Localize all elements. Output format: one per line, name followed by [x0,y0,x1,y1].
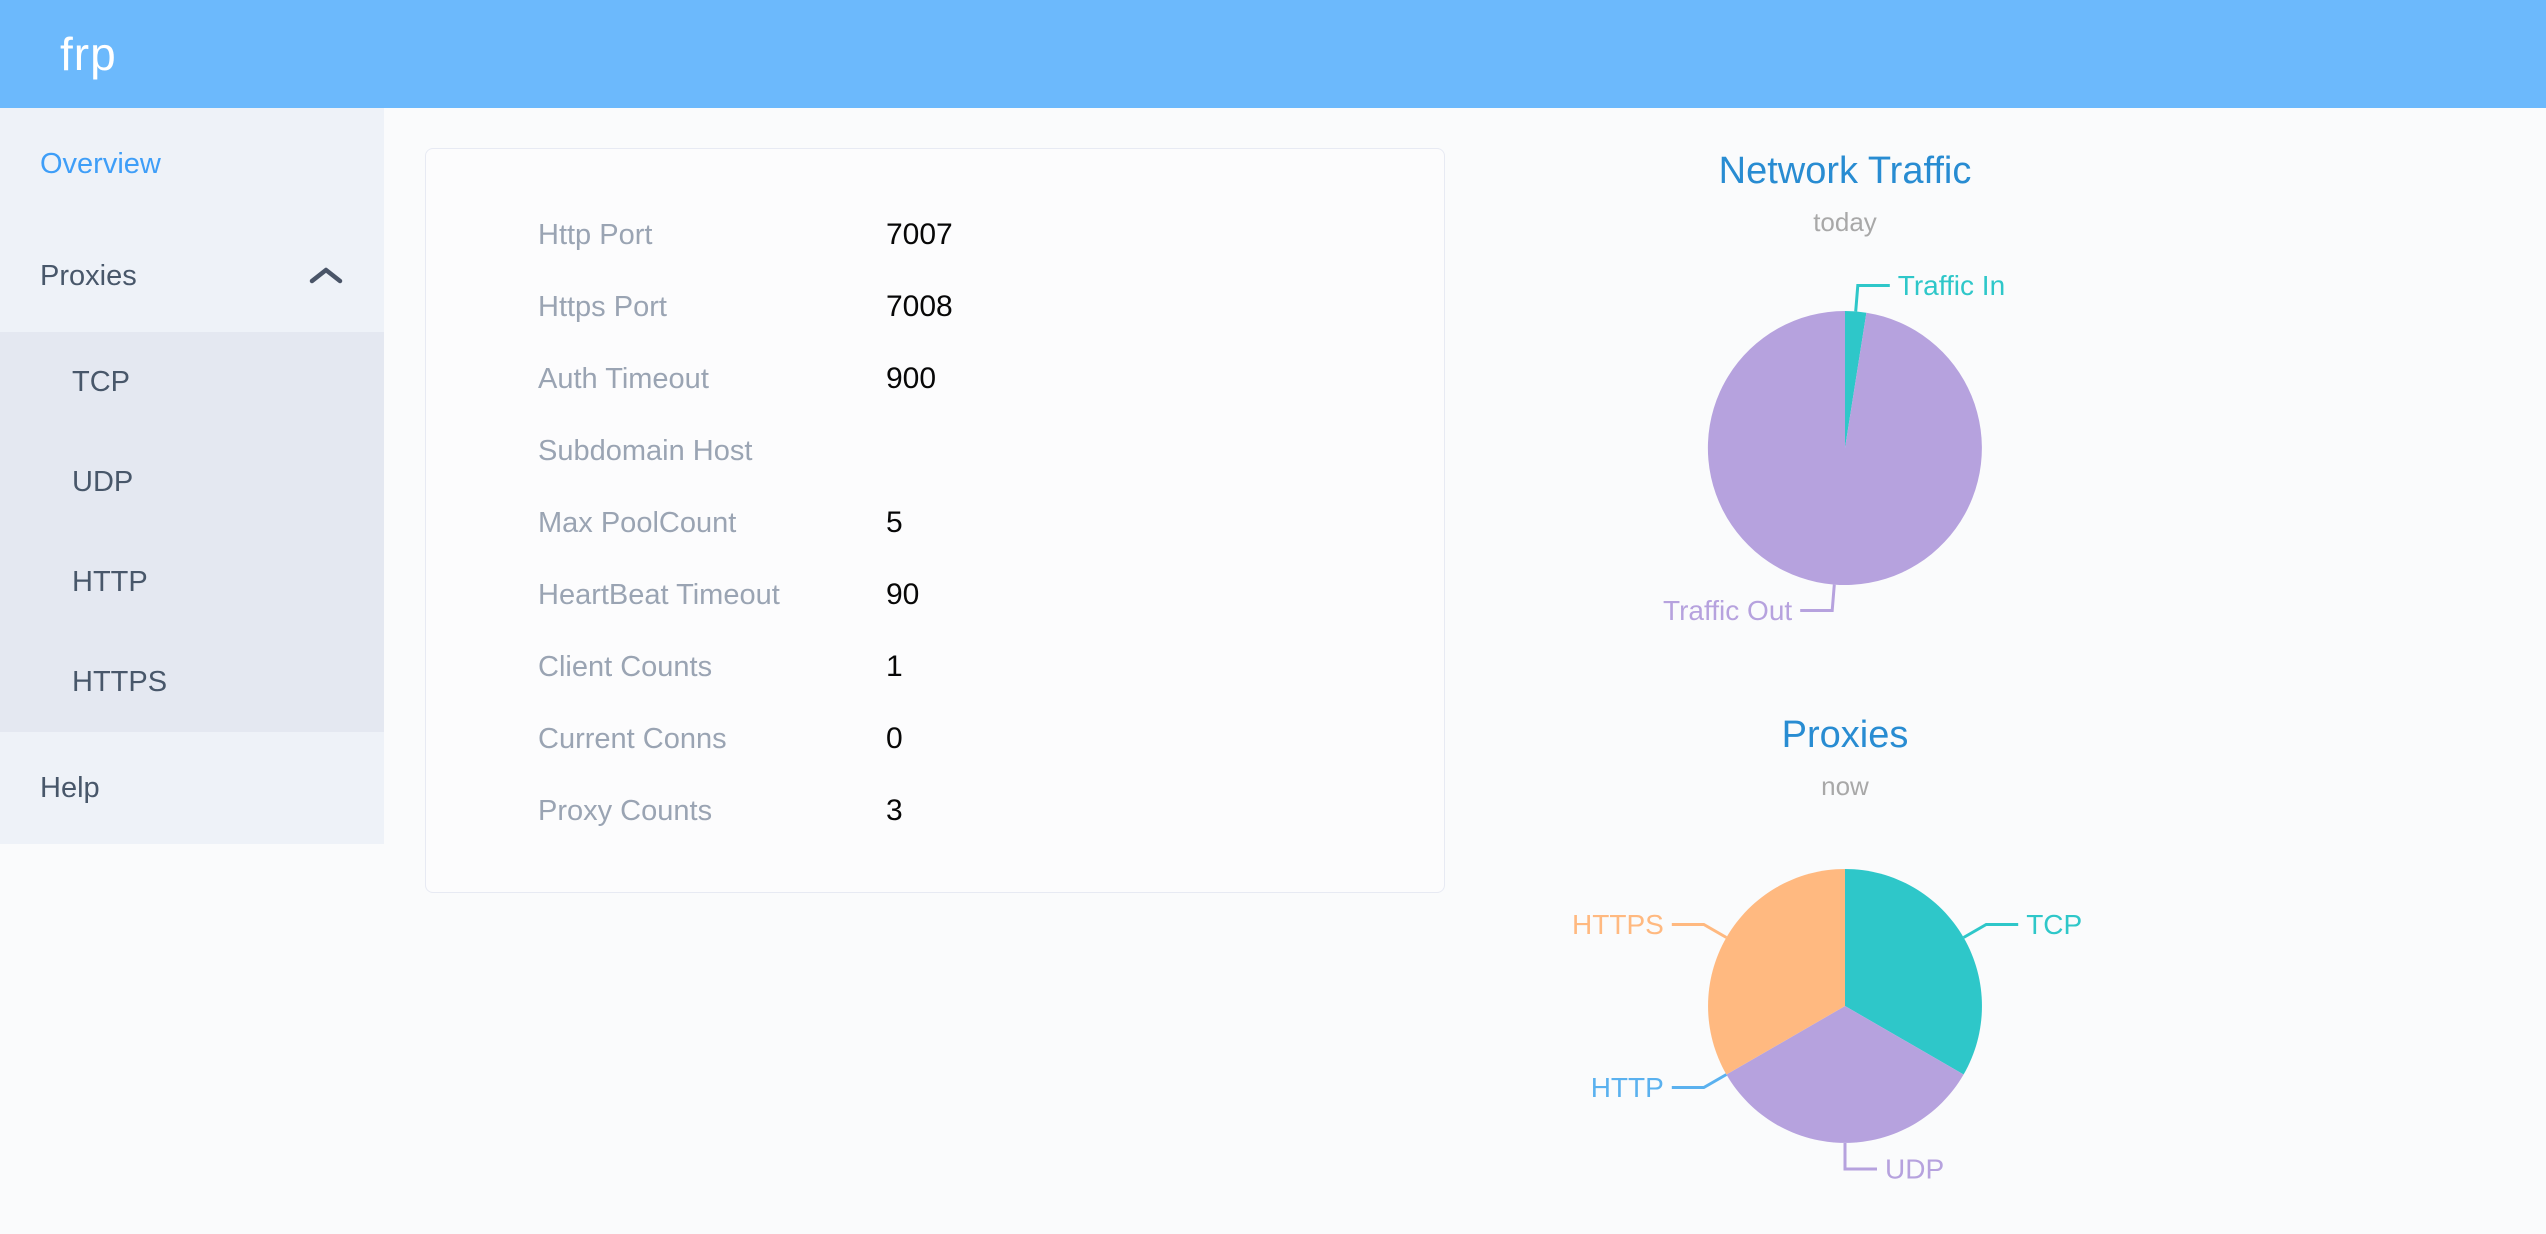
sidebar-item-https-label: HTTPS [72,665,168,698]
proxies-chart-title: Proxies [1781,714,1909,756]
sidebar-item-proxies-label: Proxies [40,259,137,292]
config-value: 7008 [886,290,953,323]
sidebar-item-overview-label: Overview [40,147,161,180]
sidebar-submenu-proxies: TCP UDP HTTP HTTPS [0,332,384,732]
config-value: 3 [886,794,903,827]
config-label: Http Port [538,218,653,251]
pie-label-tcp: TCP [2026,909,2082,940]
config-row-proxy-counts: Proxy Counts 3 [426,775,1444,847]
network-traffic-chart-subtitle: today [1813,207,1877,237]
sidebar-item-overview[interactable]: Overview [0,108,384,220]
config-row-heartbeat-timeout: HeartBeat Timeout 90 [426,559,1444,631]
sidebar-item-http-label: HTTP [72,565,148,598]
chevron-up-icon[interactable] [308,266,344,286]
proxies-chart-subtitle: now [1821,771,1869,801]
config-row-client-counts: Client Counts 1 [426,631,1444,703]
config-row-auth-timeout: Auth Timeout 900 [426,343,1444,415]
config-label: HeartBeat Timeout [538,578,780,611]
app-header: frp [0,0,2546,108]
pie-label-traffic-out: Traffic Out [1663,595,1792,626]
pie-slice-https[interactable] [1708,869,1845,1075]
pie-slice-traffic-in[interactable] [1845,311,1867,448]
sidebar: Overview Proxies TCP UDP HTTP HTTPS Help [0,108,384,844]
app-logo: frp [60,28,117,80]
config-label: Auth Timeout [538,362,709,395]
config-label: Current Conns [538,722,727,755]
sidebar-item-https[interactable]: HTTPS [0,632,384,732]
config-value: 7007 [886,218,953,251]
pie-label-traffic-in: Traffic In [1898,270,2005,301]
config-label: Proxy Counts [538,794,713,827]
network-traffic-pie-chart: Traffic In Traffic Out [1663,270,2005,626]
sidebar-item-udp-label: UDP [72,465,134,498]
config-value: 1 [886,650,903,683]
pie-label-line-traffic-out [1800,584,1836,612]
config-label: Client Counts [538,650,713,683]
config-row-subdomain-host: Subdomain Host [426,415,1444,487]
config-value: 900 [886,362,937,395]
config-row-https-port: Https Port 7008 [426,271,1444,343]
config-row-current-conns: Current Conns 0 [426,703,1444,775]
sidebar-item-help-label: Help [40,771,100,804]
sidebar-item-udp[interactable]: UDP [0,432,384,532]
pie-slice-tcp[interactable] [1845,869,1982,1075]
pie-label-https: HTTPS [1572,909,1664,940]
pie-label-line-traffic-in [1854,284,1890,312]
pie-label-line-tcp [1962,923,2019,939]
config-row-http-port: Http Port 7007 [426,199,1444,271]
config-label: Https Port [538,290,667,323]
sidebar-item-help[interactable]: Help [0,732,384,844]
sidebar-item-tcp[interactable]: TCP [0,332,384,432]
config-value: 5 [886,506,903,539]
pie-label-line-http [1671,1073,1728,1089]
pie-slice-udp[interactable] [1726,1006,1964,1143]
sidebar-item-proxies[interactable]: Proxies [0,220,384,332]
config-value: 90 [886,578,920,611]
sidebar-item-tcp-label: TCP [72,365,130,398]
network-traffic-chart-title: Network Traffic [1718,150,1972,192]
config-label: Subdomain Host [538,434,753,467]
pie-slice-traffic-out[interactable] [1707,310,1982,585]
config-row-max-poolcount: Max PoolCount 5 [426,487,1444,559]
server-info-card: Http Port 7007 Https Port 7008 Auth Time… [425,148,1445,893]
pie-label-line-udp [1843,1143,1877,1171]
config-label: Max PoolCount [538,506,737,539]
pie-label-udp: UDP [1885,1154,1944,1185]
pie-label-line-https [1671,923,1728,939]
sidebar-item-http[interactable]: HTTP [0,532,384,632]
pie-label-http: HTTP [1591,1072,1664,1103]
config-value: 0 [886,722,903,755]
proxies-pie-chart: TCP UDP HTTP HTTPS [1572,869,2082,1185]
